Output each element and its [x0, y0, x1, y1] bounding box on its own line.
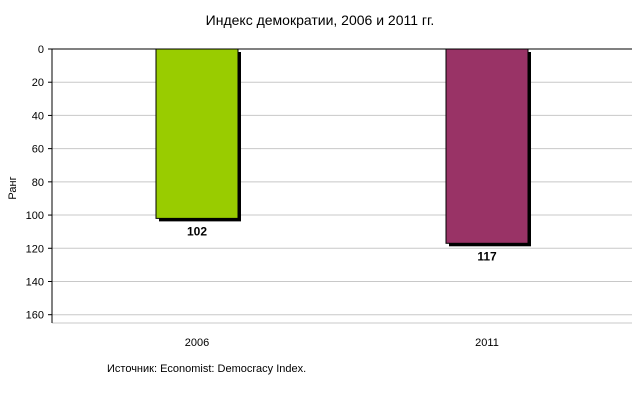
source-note: Источник: Economist: Democracy Index.: [107, 363, 307, 375]
y-tick-label: 160: [26, 310, 44, 322]
y-tick-label: 20: [32, 77, 44, 89]
y-axis-label: Ранг: [7, 176, 19, 199]
y-tick-label: 100: [26, 210, 44, 222]
data-label: 102: [187, 224, 207, 238]
y-tick-label: 120: [26, 243, 44, 255]
gridlines: [52, 48, 632, 324]
y-tick-label: 140: [26, 276, 44, 288]
x-tick-label: 2006: [185, 337, 209, 349]
data-label: 117: [477, 249, 497, 263]
bars: [155, 48, 531, 247]
labels: 0 20 40 60 80 100 120 140 160 102 2006 117 2011 Ранг: [7, 44, 499, 349]
chart-title: Индекс демократии, 2006 и 2011 гг.: [205, 12, 435, 28]
bar-2006: [155, 48, 239, 219]
y-tick-label: 60: [32, 144, 44, 156]
x-tick-label: 2011: [475, 337, 499, 349]
bar-2011: [445, 48, 529, 244]
axes: [48, 48, 632, 323]
y-tick-label: 0: [38, 44, 44, 56]
y-tick-label: 40: [32, 110, 44, 122]
y-tick-label: 80: [32, 177, 44, 189]
